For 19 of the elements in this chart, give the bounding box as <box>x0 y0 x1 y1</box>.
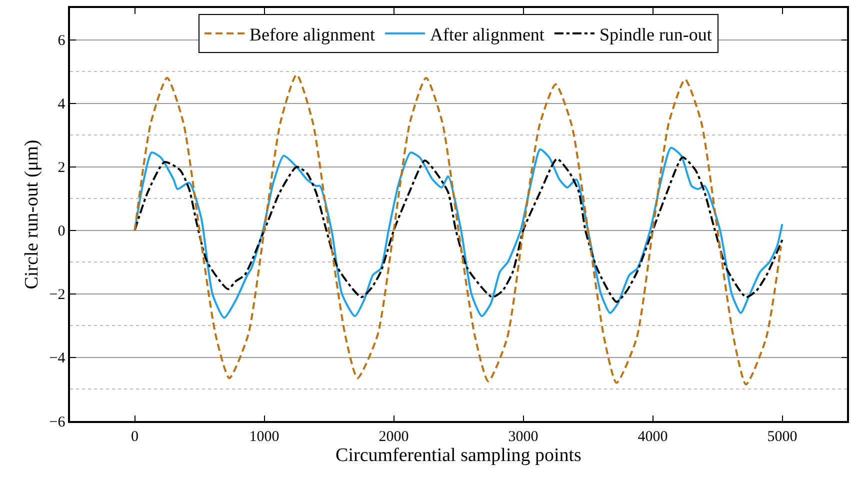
x-tick-label: 1000 <box>249 428 280 445</box>
x-tick-label: 2000 <box>378 428 409 445</box>
x-tick-label: 3000 <box>508 428 538 445</box>
y-tick-label: 4 <box>58 96 66 113</box>
y-tick-label: −6 <box>49 414 66 430</box>
legend-label: Spindle run-out <box>599 24 712 44</box>
x-tick-label: 0 <box>131 428 138 445</box>
y-tick-label: 2 <box>58 160 66 176</box>
legend-label: Before alignment <box>250 24 375 44</box>
x-tick-label: 5000 <box>767 428 798 445</box>
line-series <box>134 74 782 386</box>
y-tick-label: −4 <box>49 350 66 367</box>
y-tick-label: 0 <box>58 224 66 240</box>
x-tick-label: 4000 <box>638 428 668 445</box>
legend-label: After alignment <box>430 24 544 44</box>
y-tick-label: 6 <box>58 33 66 50</box>
y-tick-label: −2 <box>49 287 66 304</box>
x-axis-title: Circumferential sampling points <box>336 445 582 466</box>
y-axis-title: Circle run-out (μm) <box>22 140 43 290</box>
